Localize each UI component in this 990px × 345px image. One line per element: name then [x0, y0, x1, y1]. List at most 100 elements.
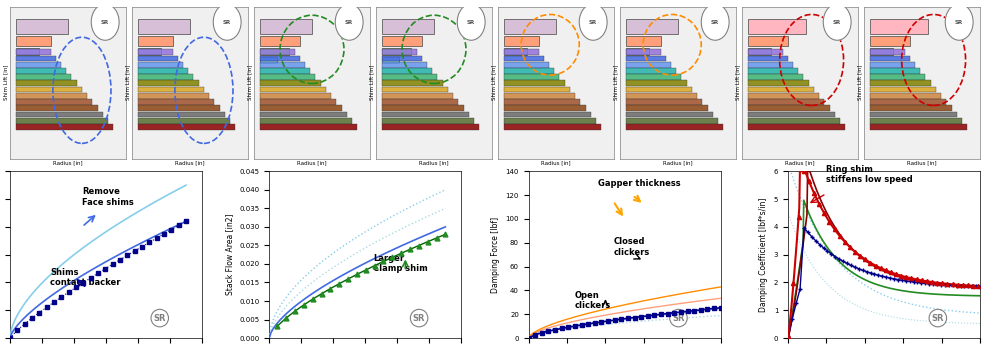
- Bar: [259, 111, 346, 117]
- Bar: [382, 36, 423, 46]
- Bar: [626, 19, 678, 34]
- Bar: [259, 124, 357, 130]
- Bar: [382, 68, 433, 74]
- Text: Closed
clickers: Closed clickers: [613, 237, 649, 257]
- Bar: [747, 48, 771, 56]
- Text: SR: SR: [932, 314, 944, 323]
- Bar: [138, 36, 172, 46]
- Text: SR: SR: [153, 314, 166, 323]
- Bar: [138, 62, 183, 68]
- Bar: [138, 49, 172, 55]
- Bar: [259, 118, 352, 124]
- Bar: [870, 19, 928, 34]
- Bar: [626, 48, 649, 56]
- Text: SR: SR: [711, 20, 720, 24]
- Bar: [747, 36, 788, 46]
- Bar: [382, 48, 411, 56]
- Text: Larger
Clamp shim: Larger Clamp shim: [373, 254, 428, 273]
- Bar: [16, 124, 113, 130]
- Text: Open
clickers: Open clickers: [575, 291, 611, 310]
- Bar: [626, 118, 718, 124]
- Bar: [16, 80, 76, 86]
- Text: SR: SR: [955, 20, 963, 24]
- Bar: [504, 56, 544, 61]
- Bar: [626, 49, 660, 55]
- Bar: [870, 111, 957, 117]
- Bar: [16, 49, 50, 55]
- Bar: [626, 74, 681, 80]
- Bar: [382, 118, 474, 124]
- Bar: [747, 118, 841, 124]
- Circle shape: [824, 4, 851, 40]
- Y-axis label: Stack Flow Area [in2]: Stack Flow Area [in2]: [225, 214, 234, 295]
- Bar: [259, 62, 305, 68]
- Bar: [138, 68, 188, 74]
- Bar: [259, 93, 332, 99]
- Bar: [626, 99, 702, 105]
- Bar: [504, 105, 586, 111]
- Bar: [626, 68, 676, 74]
- Y-axis label: Shim Lift [in]: Shim Lift [in]: [491, 65, 497, 100]
- Bar: [259, 57, 277, 63]
- Bar: [626, 56, 666, 61]
- Bar: [870, 80, 931, 86]
- Bar: [747, 87, 814, 92]
- Bar: [504, 62, 549, 68]
- Text: SR: SR: [833, 20, 841, 24]
- Text: SR: SR: [672, 314, 685, 323]
- Bar: [747, 99, 825, 105]
- Bar: [747, 105, 830, 111]
- Bar: [382, 124, 479, 130]
- Text: SR: SR: [346, 20, 353, 24]
- X-axis label: Radius [in]: Radius [in]: [663, 160, 693, 165]
- Bar: [138, 99, 215, 105]
- X-axis label: Radius [in]: Radius [in]: [297, 160, 327, 165]
- Bar: [138, 87, 204, 92]
- Bar: [16, 105, 98, 111]
- Bar: [504, 36, 539, 46]
- Bar: [504, 99, 580, 105]
- X-axis label: Radius [in]: Radius [in]: [175, 160, 205, 165]
- Bar: [504, 118, 596, 124]
- Bar: [747, 93, 819, 99]
- Bar: [16, 19, 68, 34]
- Bar: [747, 62, 793, 68]
- Bar: [382, 87, 447, 92]
- Bar: [504, 74, 559, 80]
- Bar: [259, 99, 337, 105]
- Bar: [138, 19, 190, 34]
- Circle shape: [457, 4, 485, 40]
- Bar: [138, 56, 178, 61]
- Bar: [259, 87, 326, 92]
- Bar: [504, 93, 575, 99]
- Bar: [259, 68, 310, 74]
- Bar: [16, 68, 66, 74]
- Bar: [747, 124, 845, 130]
- Bar: [747, 80, 809, 86]
- X-axis label: Radius [in]: Radius [in]: [53, 160, 83, 165]
- Bar: [16, 99, 92, 105]
- Bar: [870, 62, 915, 68]
- Circle shape: [945, 4, 973, 40]
- Bar: [870, 74, 926, 80]
- Bar: [626, 93, 697, 99]
- Bar: [504, 111, 591, 117]
- Bar: [259, 19, 312, 34]
- Bar: [16, 93, 87, 99]
- Bar: [16, 48, 39, 56]
- Text: Ring shim
stiffens low speed: Ring shim stiffens low speed: [827, 165, 913, 185]
- X-axis label: Radius [in]: Radius [in]: [785, 160, 815, 165]
- Bar: [626, 62, 671, 68]
- Bar: [504, 80, 564, 86]
- Bar: [138, 48, 161, 56]
- Circle shape: [336, 4, 363, 40]
- Bar: [626, 36, 660, 46]
- Bar: [382, 49, 417, 55]
- Bar: [870, 49, 905, 55]
- Bar: [382, 62, 427, 68]
- Bar: [504, 124, 601, 130]
- Bar: [870, 99, 946, 105]
- X-axis label: Radius [in]: Radius [in]: [542, 160, 571, 165]
- Bar: [16, 87, 82, 92]
- Bar: [259, 36, 300, 46]
